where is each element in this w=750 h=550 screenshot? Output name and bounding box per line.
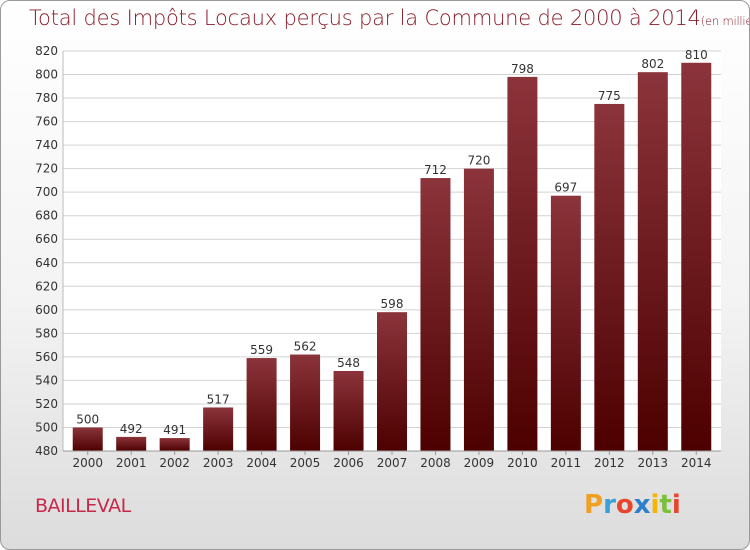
y-tick-label: 620 — [35, 279, 58, 293]
x-tick-label: 2004 — [246, 456, 277, 470]
bar — [290, 354, 321, 451]
logo-letter: i — [671, 490, 681, 520]
x-tick-label: 2009 — [464, 456, 495, 470]
logo-letter: i — [650, 490, 660, 520]
bar-value-label: 492 — [120, 422, 143, 436]
bar-value-label: 798 — [511, 62, 534, 76]
y-tick-label: 540 — [35, 373, 58, 387]
bar-value-label: 712 — [424, 163, 447, 177]
x-tick-label: 2007 — [377, 456, 408, 470]
bar — [637, 72, 668, 452]
bar — [116, 436, 147, 451]
y-tick-label: 720 — [35, 162, 58, 176]
x-tick-label: 2005 — [290, 456, 321, 470]
y-tick-label: 500 — [35, 420, 58, 434]
x-tick-label: 2002 — [159, 456, 190, 470]
bar — [333, 371, 364, 451]
bar-value-label: 517 — [207, 392, 230, 406]
bar — [72, 427, 103, 451]
x-tick-label: 2003 — [203, 456, 234, 470]
y-tick-label: 640 — [35, 256, 58, 270]
y-tick-label: 600 — [35, 303, 58, 317]
x-tick-label: 2008 — [420, 456, 451, 470]
x-tick-label: 2006 — [333, 456, 364, 470]
y-tick-label: 580 — [35, 326, 58, 340]
y-tick-label: 820 — [35, 44, 58, 58]
bar — [377, 312, 407, 451]
x-tick-label: 2012 — [594, 456, 625, 470]
bar-value-label: 775 — [598, 89, 621, 103]
y-tick-label: 480 — [35, 444, 58, 458]
bar-value-label: 810 — [685, 48, 708, 62]
y-tick-label: 660 — [35, 232, 58, 246]
bar-value-label: 720 — [467, 154, 490, 168]
y-tick-label: 680 — [35, 209, 58, 223]
bar — [594, 103, 625, 452]
bar-value-label: 548 — [337, 356, 360, 370]
bar — [507, 76, 538, 451]
proxiti-logo: Proxiti — [584, 490, 681, 520]
y-tick-label: 760 — [35, 115, 58, 129]
x-tick-label: 2014 — [681, 456, 712, 470]
logo-letter: r — [603, 490, 616, 520]
chart-unit: (en milliers d'€) — [700, 14, 749, 28]
x-tick-label: 2011 — [551, 456, 582, 470]
x-tick-label: 2013 — [638, 456, 669, 470]
bar — [159, 438, 190, 451]
bar — [463, 168, 494, 451]
y-tick-label: 740 — [35, 138, 58, 152]
x-tick-label: 2000 — [72, 456, 103, 470]
chart-title-text: Total des Impôts Locaux perçus par la Co… — [29, 6, 701, 30]
bar-value-label: 697 — [554, 181, 577, 195]
logo-letter: P — [584, 490, 604, 520]
bar — [681, 62, 712, 451]
y-tick-label: 560 — [35, 350, 58, 364]
y-tick-label: 800 — [35, 68, 58, 82]
bar-value-label: 562 — [294, 340, 317, 354]
logo-letter: o — [615, 490, 634, 520]
y-tick-label: 780 — [35, 91, 58, 105]
bar-value-label: 500 — [76, 412, 99, 426]
bar — [203, 407, 234, 451]
bar-value-label: 559 — [250, 343, 273, 357]
bar — [550, 195, 581, 451]
bar — [246, 358, 277, 451]
bar-value-label: 598 — [381, 297, 404, 311]
y-tick-label: 700 — [35, 185, 58, 199]
commune-name: BAILLEVAL — [35, 495, 131, 517]
chart-title: Total des Impôts Locaux perçus par la Co… — [29, 6, 749, 30]
logo-letter: x — [633, 490, 651, 520]
x-tick-label: 2001 — [116, 456, 147, 470]
bar — [420, 178, 451, 451]
x-tick-label: 2010 — [507, 456, 538, 470]
y-tick-label: 520 — [35, 397, 58, 411]
bar-value-label: 491 — [163, 423, 186, 437]
bar-value-label: 802 — [641, 57, 664, 71]
logo-letter: t — [659, 490, 672, 520]
